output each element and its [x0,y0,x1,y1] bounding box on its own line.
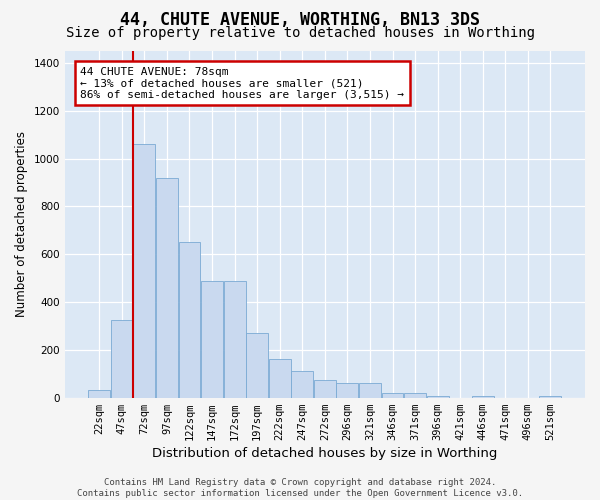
Bar [179,242,200,398]
Bar [292,372,313,398]
Text: Contains HM Land Registry data © Crown copyright and database right 2024.
Contai: Contains HM Land Registry data © Crown c… [77,478,523,498]
Bar [88,390,110,398]
Bar [269,360,290,398]
Bar [337,384,358,398]
Bar [404,393,426,398]
Bar [201,280,223,398]
Text: Size of property relative to detached houses in Worthing: Size of property relative to detached ho… [65,26,535,40]
Bar [133,144,155,398]
Y-axis label: Number of detached properties: Number of detached properties [15,132,28,318]
Bar [359,384,381,398]
Bar [539,396,562,398]
X-axis label: Distribution of detached houses by size in Worthing: Distribution of detached houses by size … [152,447,497,460]
Bar [427,396,449,398]
Bar [156,178,178,398]
Bar [382,393,403,398]
Bar [111,320,133,398]
Bar [224,280,245,398]
Bar [314,380,336,398]
Bar [472,396,494,398]
Bar [246,333,268,398]
Text: 44 CHUTE AVENUE: 78sqm
← 13% of detached houses are smaller (521)
86% of semi-de: 44 CHUTE AVENUE: 78sqm ← 13% of detached… [80,66,404,100]
Text: 44, CHUTE AVENUE, WORTHING, BN13 3DS: 44, CHUTE AVENUE, WORTHING, BN13 3DS [120,11,480,29]
